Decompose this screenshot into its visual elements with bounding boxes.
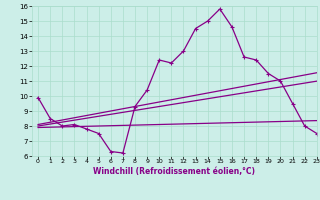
X-axis label: Windchill (Refroidissement éolien,°C): Windchill (Refroidissement éolien,°C) xyxy=(93,167,255,176)
